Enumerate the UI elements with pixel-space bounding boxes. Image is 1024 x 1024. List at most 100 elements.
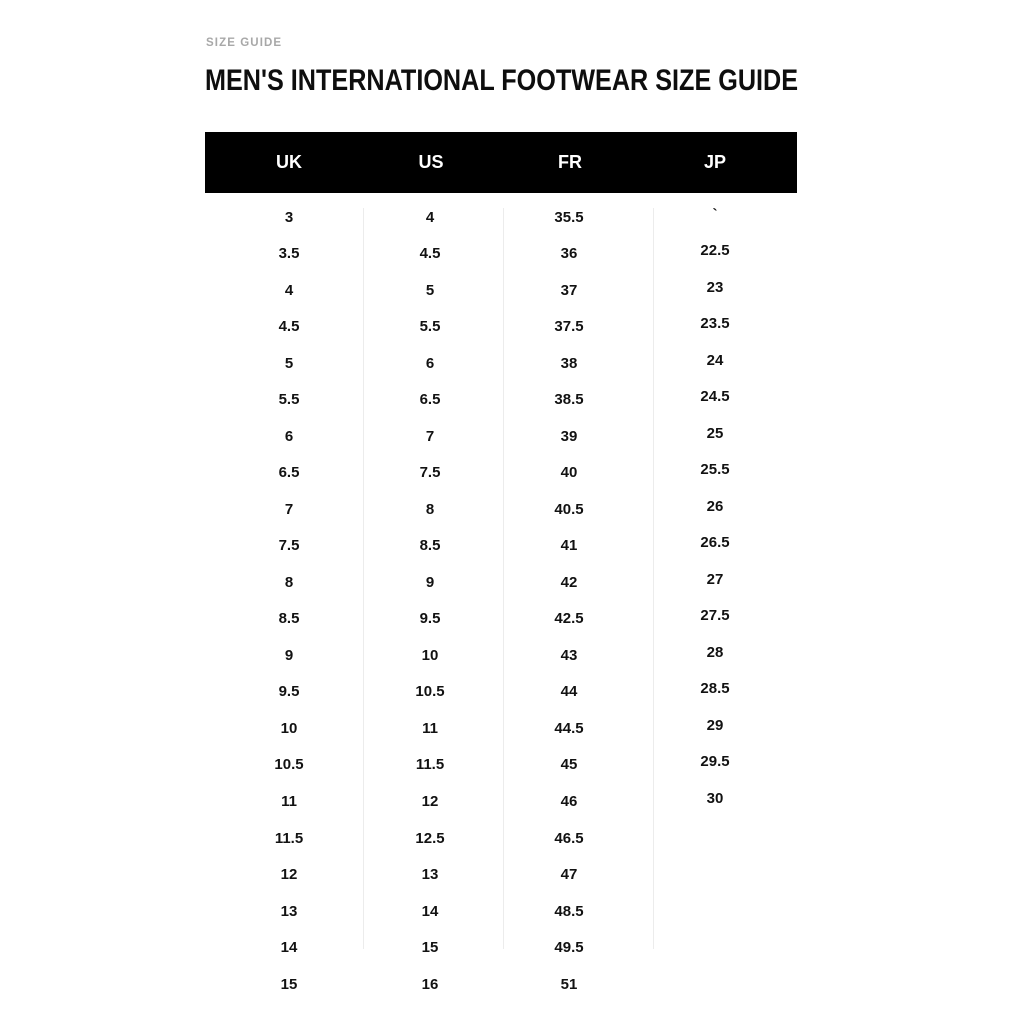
column-divider	[503, 208, 504, 949]
size-cell-uk: 10.5	[274, 756, 304, 774]
table-row: 11.5 12.5 46.5	[205, 820, 797, 857]
size-cell-us: 5	[425, 281, 435, 299]
table-row: 3 4 35.5 `	[205, 199, 797, 236]
table-row: 15 16 51	[205, 966, 797, 1003]
size-cell-jp: 25	[706, 424, 724, 442]
size-guide-eyebrow: SIZE GUIDE	[206, 37, 283, 49]
size-cell-fr: 43	[560, 646, 578, 664]
column-divider	[363, 208, 364, 949]
size-cell-uk: 6	[284, 427, 294, 445]
size-cell-us: 7	[425, 427, 435, 445]
size-cell-us: 7.5	[419, 464, 441, 482]
size-cell-uk: 12	[280, 866, 298, 884]
column-divider	[653, 208, 654, 949]
size-cell-us: 10.5	[415, 683, 445, 701]
size-cell-us: 4.5	[419, 245, 441, 263]
size-cell-jp: 27	[706, 570, 724, 588]
size-cell-jp: 28	[706, 643, 724, 661]
table-row: 5.5 6.5 38.5 24.5	[205, 382, 797, 419]
table-row: 4.5 5.5 37.5 23.5	[205, 309, 797, 346]
size-cell-us: 8	[425, 500, 435, 518]
table-row: 13 14 48.5	[205, 893, 797, 930]
size-cell-uk: 5	[284, 354, 294, 372]
column-header-uk: UK	[276, 152, 302, 172]
table-row: 10.5 11.5 45 29.5	[205, 747, 797, 784]
size-cell-fr: 40.5	[554, 500, 584, 518]
size-cell-fr: 47	[560, 866, 578, 884]
size-cell-uk: 8.5	[278, 610, 300, 628]
size-cell-jp: `	[712, 205, 718, 223]
size-cell-fr: 38	[560, 354, 578, 372]
size-cell-uk: 13	[280, 902, 298, 920]
size-cell-fr: 42.5	[554, 610, 584, 628]
size-cell-uk: 5.5	[278, 391, 300, 409]
size-cell-fr: 37.5	[554, 318, 584, 336]
size-cell-jp: 26	[706, 497, 724, 515]
size-cell-us: 6.5	[419, 391, 441, 409]
size-cell-fr: 40	[560, 464, 578, 482]
size-cell-fr: 51	[560, 975, 578, 993]
table-row: 10 11 44.5 29	[205, 710, 797, 747]
size-cell-uk: 11.5	[274, 829, 304, 847]
size-cell-fr: 48.5	[554, 902, 584, 920]
size-cell-uk: 3	[284, 208, 294, 226]
size-cell-us: 13	[421, 866, 439, 884]
size-cell-us: 6	[425, 354, 435, 372]
table-row: 4 5 37 23	[205, 272, 797, 309]
size-cell-uk: 6.5	[278, 464, 300, 482]
column-header-fr: FR	[558, 152, 582, 172]
size-cell-uk: 4	[284, 281, 294, 299]
size-cell-fr: 36	[560, 245, 578, 263]
size-cell-uk: 9	[284, 646, 294, 664]
size-cell-us: 4	[425, 208, 435, 226]
table-row: 9.5 10.5 44 28.5	[205, 674, 797, 711]
table-row: 7.5 8.5 41 26.5	[205, 528, 797, 565]
size-cell-fr: 37	[560, 281, 578, 299]
size-cell-fr: 38.5	[554, 391, 584, 409]
size-cell-uk: 11	[281, 793, 297, 810]
size-cell-uk: 15	[280, 975, 298, 993]
size-cell-us: 16	[421, 975, 439, 993]
size-cell-jp: 26.5	[700, 534, 730, 552]
column-header-us: US	[418, 152, 444, 172]
size-cell-fr: 42	[560, 573, 578, 591]
table-row: 6 7 39 25	[205, 418, 797, 455]
size-cell-jp: 25.5	[700, 461, 730, 479]
size-cell-uk: 7	[284, 500, 294, 518]
table-row: 14 15 49.5	[205, 929, 797, 966]
size-cell-us: 9	[425, 573, 435, 591]
table-row: 7 8 40.5 26	[205, 491, 797, 528]
size-cell-fr: 39	[560, 427, 578, 445]
size-cell-us: 11.5	[415, 756, 445, 774]
size-cell-us: 10	[421, 646, 439, 664]
table-row: 11 12 46 30	[205, 783, 797, 820]
size-cell-us: 12	[421, 793, 439, 810]
size-cell-fr: 46	[560, 793, 578, 810]
table-header-row: UK US FR JP	[205, 132, 797, 193]
size-cell-jp: 29.5	[700, 753, 730, 771]
table-row: 8.5 9.5 42.5 27.5	[205, 601, 797, 638]
size-cell-us: 8.5	[419, 537, 441, 555]
column-header-jp: JP	[703, 152, 727, 172]
table-row: 12 13 47	[205, 856, 797, 893]
table-row: 3.5 4.5 36 22.5	[205, 236, 797, 273]
size-cell-uk: 8	[284, 573, 294, 591]
size-cell-fr: 41	[560, 537, 578, 555]
size-cell-fr: 49.5	[554, 939, 584, 957]
size-cell-us: 14	[421, 902, 439, 920]
size-cell-uk: 9.5	[278, 683, 300, 701]
size-cell-uk: 3.5	[278, 245, 300, 263]
size-cell-fr: 46.5	[554, 829, 584, 847]
size-cell-uk: 4.5	[278, 318, 300, 336]
size-cell-fr: 44	[560, 683, 578, 701]
size-cell-jp: 23.5	[700, 315, 730, 333]
size-cell-us: 12.5	[415, 829, 445, 847]
page-title: MEN'S INTERNATIONAL FOOTWEAR SIZE GUIDE	[205, 64, 799, 97]
size-cell-jp: 24.5	[700, 388, 730, 406]
size-cell-jp: 22.5	[700, 242, 730, 260]
size-cell-us: 9.5	[419, 610, 441, 628]
table-row: 9 10 43 28	[205, 637, 797, 674]
size-cell-uk: 14	[280, 939, 298, 957]
size-cell-uk: 10	[280, 719, 298, 737]
